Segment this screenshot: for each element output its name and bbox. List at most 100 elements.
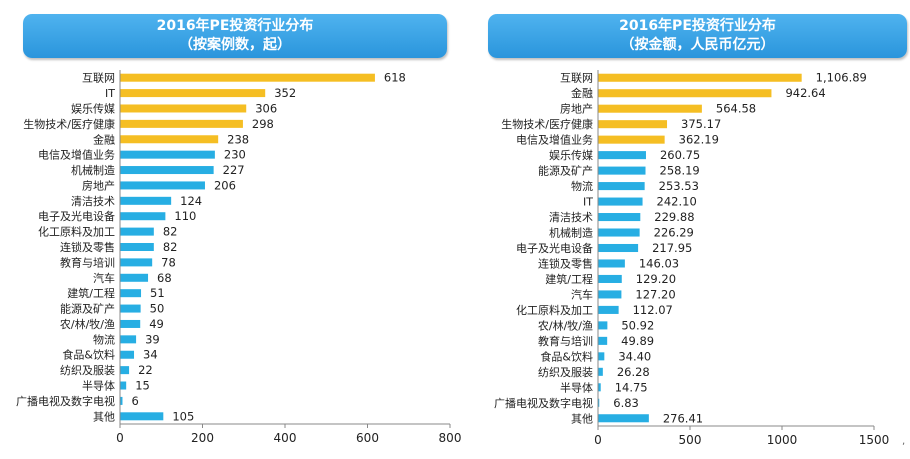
right-category-label-1: 金融 <box>571 86 593 100</box>
right-x-tick-label-3: 1500 <box>859 433 890 447</box>
left-value-label-19: 22 <box>138 363 153 377</box>
left-value-label-3: 298 <box>252 117 274 131</box>
right-category-label-8: IT <box>583 196 593 209</box>
left-x-tick-label-3: 600 <box>356 431 379 445</box>
left-bar-12 <box>120 258 153 267</box>
left-category-label-16: 农/林/牧/渔 <box>60 317 115 331</box>
left-value-label-20: 15 <box>135 379 150 393</box>
left-bar-19 <box>120 366 130 375</box>
corner-mark: , <box>902 436 906 447</box>
right-category-label-6: 能源及矿产 <box>538 164 593 178</box>
right-value-label-12: 146.03 <box>639 256 679 270</box>
left-category-label-9: 电子及光电设备 <box>38 209 115 223</box>
right-bar-9 <box>598 213 641 222</box>
right-value-label-2: 564.58 <box>716 102 756 116</box>
right-value-label-16: 50.92 <box>621 318 654 332</box>
right-category-label-20: 半导体 <box>560 380 593 394</box>
right-x-tick-label-0: 0 <box>594 433 602 447</box>
left-bar-17 <box>120 335 137 344</box>
left-category-label-5: 电信及增值业务 <box>38 148 115 162</box>
left-bar-8 <box>120 196 172 205</box>
left-category-label-8: 清洁技术 <box>71 195 115 208</box>
left-value-label-11: 82 <box>163 240 178 254</box>
left-value-label-13: 68 <box>157 271 172 285</box>
left-x-tick-label-1: 200 <box>191 431 214 445</box>
right-category-label-14: 汽车 <box>571 287 593 301</box>
left-value-label-18: 34 <box>143 348 158 362</box>
right-bar-10 <box>598 228 640 237</box>
chart-panel-right: 2016年PE投资行业分布 （按金额，人民币亿元） 互联网 1,106.89 金融 9… <box>462 0 910 459</box>
right-value-label-4: 362.19 <box>679 133 719 147</box>
left-x-tick-label-2: 400 <box>274 431 297 445</box>
right-category-label-4: 电信及增值业务 <box>516 133 593 147</box>
left-bar-1 <box>120 89 266 98</box>
right-category-label-15: 化工原料及加工 <box>516 303 593 317</box>
left-x-tick-label-0: 0 <box>116 431 124 445</box>
left-category-label-18: 食品&饮料 <box>62 348 115 362</box>
left-bar-4 <box>120 135 219 144</box>
left-bar-7 <box>120 181 205 190</box>
left-value-label-14: 51 <box>150 286 165 300</box>
left-category-label-0: 互联网 <box>82 72 115 85</box>
right-category-label-19: 纺织及服装 <box>538 365 593 379</box>
left-value-label-9: 110 <box>174 209 196 223</box>
left-category-label-13: 汽车 <box>93 271 115 285</box>
left-category-label-17: 物流 <box>93 332 115 346</box>
right-bar-20 <box>598 383 601 392</box>
right-category-label-21: 广播电视及数字电视 <box>494 396 593 410</box>
right-value-label-13: 129.20 <box>636 272 676 286</box>
left-category-label-15: 能源及矿产 <box>60 302 115 316</box>
right-value-label-11: 217.95 <box>652 241 692 255</box>
right-category-label-10: 机械制造 <box>549 226 593 240</box>
left-bar-11 <box>120 242 154 252</box>
right-bar-8 <box>598 197 643 206</box>
left-bar-9 <box>120 212 166 221</box>
left-category-label-12: 教育与培训 <box>60 255 115 269</box>
right-value-label-18: 34.40 <box>618 349 651 363</box>
left-value-label-21: 6 <box>131 394 138 408</box>
right-value-label-19: 26.28 <box>617 365 650 379</box>
right-value-label-6: 258.19 <box>660 164 700 178</box>
left-category-label-10: 化工原料及加工 <box>38 225 115 239</box>
left-value-label-8: 124 <box>180 194 202 208</box>
right-value-label-8: 242.10 <box>657 195 697 209</box>
right-value-label-0: 1,106.89 <box>816 71 867 85</box>
right-bar-16 <box>598 321 608 330</box>
left-bar-16 <box>120 319 141 328</box>
chart-subtitle-left: （按案例数，起） <box>179 37 291 53</box>
right-value-label-7: 253.53 <box>659 179 699 193</box>
right-bar-22 <box>598 414 649 423</box>
right-bar-7 <box>598 182 645 191</box>
left-value-label-22: 105 <box>172 409 194 423</box>
right-value-label-21: 6.83 <box>613 396 639 410</box>
right-value-label-9: 229.88 <box>654 210 694 224</box>
left-value-label-12: 78 <box>161 255 176 269</box>
right-value-label-5: 260.75 <box>660 148 700 162</box>
left-value-label-1: 352 <box>274 86 296 100</box>
left-x-tick-label-4: 800 <box>439 431 462 445</box>
right-value-label-3: 375.17 <box>681 117 721 131</box>
right-value-label-14: 127.20 <box>635 287 675 301</box>
left-bar-10 <box>120 227 154 236</box>
right-bar-11 <box>598 243 639 253</box>
right-bar-21 <box>598 398 600 407</box>
left-value-label-0: 618 <box>384 71 406 85</box>
right-bar-13 <box>598 274 622 283</box>
right-category-label-22: 其他 <box>571 412 593 425</box>
right-bar-15 <box>598 305 619 314</box>
left-category-label-20: 半导体 <box>82 379 115 393</box>
right-category-label-0: 互联网 <box>560 72 593 85</box>
left-value-label-4: 238 <box>227 132 249 146</box>
right-category-label-7: 物流 <box>571 179 593 193</box>
right-x-tick-label-2: 1000 <box>767 433 798 447</box>
right-bar-12 <box>598 259 625 268</box>
right-bar-0 <box>598 73 802 82</box>
right-value-label-10: 226.29 <box>654 226 694 240</box>
left-bar-20 <box>120 381 127 390</box>
right-value-label-17: 49.89 <box>621 334 654 348</box>
chart-subtitle-right: （按金额，人民币亿元） <box>620 37 775 53</box>
right-value-label-20: 14.75 <box>615 380 648 394</box>
right-x-tick-label-1: 500 <box>679 433 702 447</box>
left-bar-5 <box>120 150 215 159</box>
right-bar-18 <box>598 352 605 361</box>
